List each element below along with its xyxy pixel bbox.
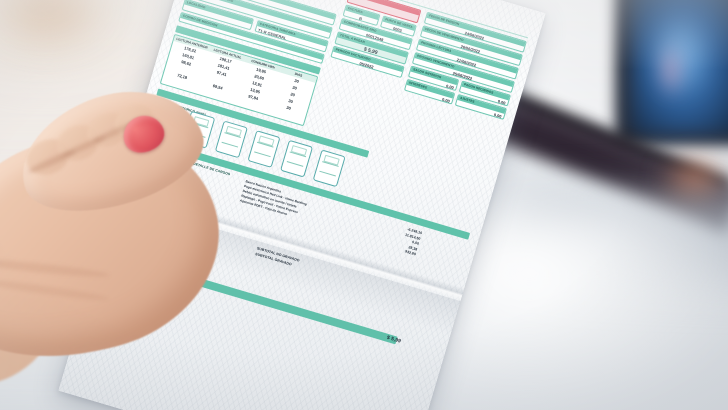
desk-highlight bbox=[430, 210, 728, 410]
monitor-screen-highlight bbox=[660, 40, 682, 100]
background-warm-accent bbox=[0, 0, 110, 50]
hand-holding-bill bbox=[0, 70, 260, 410]
